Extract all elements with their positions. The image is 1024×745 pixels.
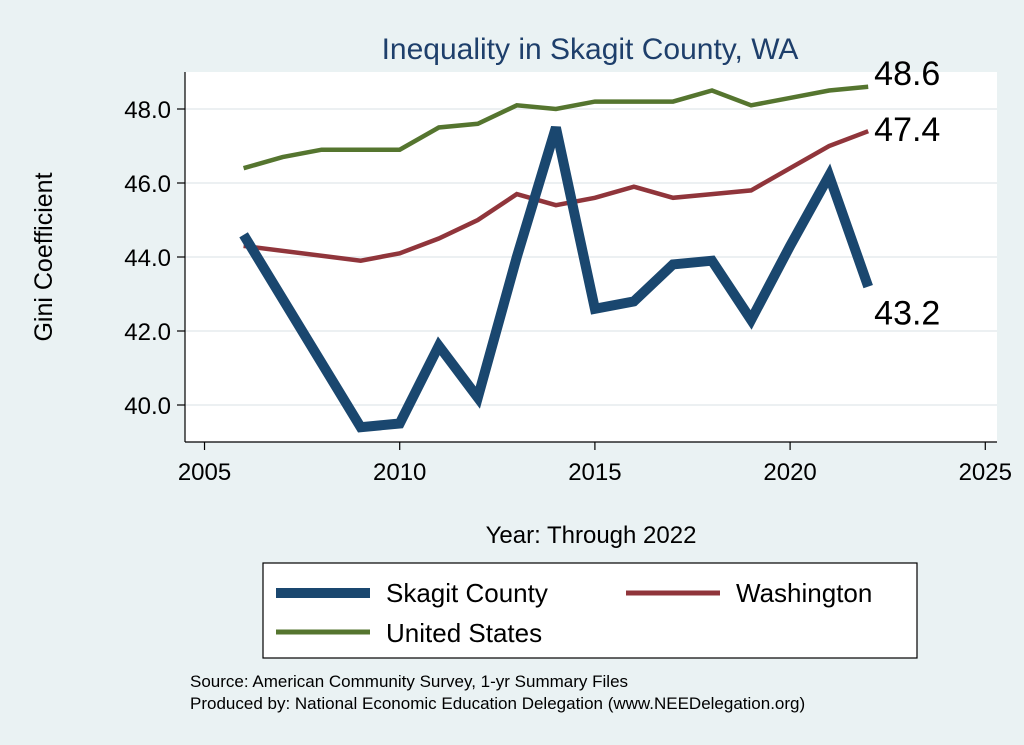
end-label-united-states: 48.6: [874, 55, 940, 93]
y-tick-label: 42.0: [124, 319, 171, 346]
series-line-skagit: [239, 126, 873, 433]
series-lines: [239, 84, 873, 433]
source-note: Source: American Community Survey, 1-yr …: [190, 672, 628, 691]
x-axis-ticks: 2005 2010 2015 2020 2025: [178, 442, 1012, 486]
legend-label-washington: Washington: [736, 578, 872, 608]
series-line-united-states: [242, 84, 869, 171]
legend-label-skagit: Skagit County: [386, 578, 548, 608]
legend-label-united-states: United States: [386, 618, 542, 648]
y-tick-label: 46.0: [124, 171, 171, 198]
chart-title: Inequality in Skagit County, WA: [382, 33, 799, 66]
end-labels: 48.6 47.4 43.2: [874, 55, 940, 333]
y-axis-ticks: 40.0 42.0 44.0 46.0 48.0: [124, 97, 185, 420]
series-line-washington: [243, 129, 869, 263]
y-tick-label: 40.0: [124, 393, 171, 420]
legend: Skagit County Washington United States: [262, 562, 918, 659]
x-tick-label: 2010: [373, 459, 426, 486]
producer-note: Produced by: National Economic Education…: [190, 694, 805, 713]
x-tick-label: 2025: [959, 459, 1012, 486]
x-axis-label: Year: Through 2022: [486, 522, 697, 549]
end-label-washington: 47.4: [874, 111, 940, 149]
x-tick-label: 2015: [568, 459, 621, 486]
x-tick-label: 2020: [763, 459, 816, 486]
x-tick-label: 2005: [178, 459, 231, 486]
legend-box: [262, 562, 918, 659]
end-label-skagit: 43.2: [874, 295, 940, 333]
y-axis-label: Gini Coefficient: [30, 172, 58, 341]
y-tick-label: 44.0: [124, 245, 171, 272]
y-tick-label: 48.0: [124, 97, 171, 124]
